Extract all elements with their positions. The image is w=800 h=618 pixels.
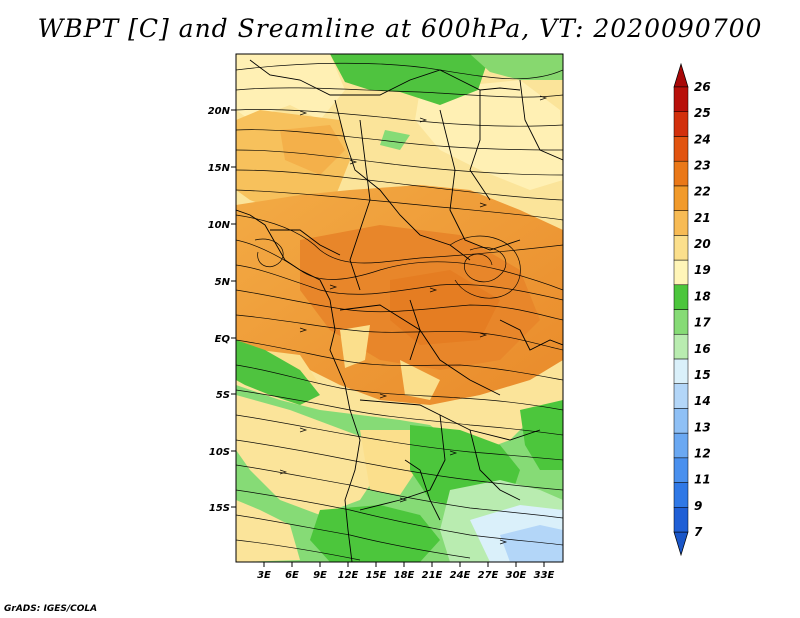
colorbar-label: 18	[694, 289, 711, 303]
colorbar-segment	[673, 408, 689, 434]
lat-label: 5N	[215, 277, 231, 288]
wbpt-field	[236, 54, 563, 562]
colorbar-segment	[673, 358, 689, 384]
colorbar-segment	[673, 284, 689, 310]
colorbar-label: 12	[694, 446, 711, 460]
colorbar-label: 22	[694, 185, 711, 199]
colorbar-label: 11	[694, 473, 711, 487]
colorbar-segment	[673, 383, 689, 409]
lat-label: 10S	[209, 447, 230, 458]
colorbar-segment	[673, 86, 689, 112]
map-border	[235, 53, 564, 563]
colorbar-label: 26	[694, 80, 711, 94]
lon-label: 30E	[506, 570, 527, 581]
lat-label: 10N	[208, 220, 231, 231]
lat-label: 5S	[216, 390, 230, 401]
lon-label: 21E	[422, 570, 443, 581]
lon-label: 24E	[450, 570, 471, 581]
lon-label: 15E	[366, 570, 387, 581]
colorbar-segment	[673, 259, 689, 286]
colorbar-label: 13	[694, 420, 711, 434]
colorbar-label: 25	[694, 106, 711, 120]
lon-label: 6E	[285, 570, 299, 581]
colorbar-over-triangle	[673, 62, 689, 88]
colorbar-segment	[673, 185, 689, 211]
colorbar-label: 16	[694, 342, 711, 356]
lon-label: 33E	[534, 570, 555, 581]
longitude-labels: 3E 6E 9E 12E 15E 18E 21E 24E 27E 30E 33E	[257, 570, 554, 581]
colorbar-under-triangle	[673, 531, 689, 557]
lon-label: 12E	[338, 570, 359, 581]
colorbar-label: 20	[694, 237, 711, 251]
latitude-labels: 20N 15N 10N 5N EQ 5S 10S 15S	[208, 106, 231, 514]
colorbar-label: 23	[694, 159, 711, 173]
colorbar-segment	[673, 432, 689, 459]
colorbar-label: 19	[694, 263, 711, 277]
lat-label: EQ	[215, 334, 231, 345]
lat-label: 15S	[209, 503, 230, 514]
colorbar-segment	[673, 160, 689, 187]
lat-label: 20N	[208, 106, 231, 117]
colorbar-label: 24	[694, 132, 711, 146]
colorbar-label: 9	[694, 499, 702, 513]
colorbar-label: 14	[694, 394, 711, 408]
colorbar-segment	[673, 482, 689, 508]
chart-title: WBPT [C] and Sreamline at 600hPa, VT: 20…	[37, 14, 763, 43]
colorbar-label: 15	[694, 368, 711, 382]
colorbar-segment	[673, 210, 689, 236]
colorbar-segment	[673, 136, 689, 162]
axis-ticks	[231, 109, 545, 567]
colorbar-label: 17	[694, 316, 711, 330]
lon-label: 27E	[478, 570, 499, 581]
colorbar-segment	[673, 507, 689, 533]
grads-credit: GrADS: IGES/COLA	[4, 604, 98, 614]
colorbar-segment	[673, 457, 689, 483]
colorbar-segment	[673, 333, 689, 360]
colorbar-label: 7	[694, 525, 703, 539]
lat-label: 15N	[208, 163, 231, 174]
colorbar-segment	[673, 111, 689, 137]
colorbar: 7 9 11 12 13 14 15 16 17 18 19 20 21 22 23 24 25 26	[673, 62, 711, 557]
colorbar-label: 21	[694, 211, 711, 225]
lon-label: 3E	[257, 570, 271, 581]
lon-label: 18E	[394, 570, 415, 581]
lon-label: 9E	[313, 570, 327, 581]
colorbar-segment	[673, 309, 689, 335]
colorbar-segment	[673, 235, 689, 261]
